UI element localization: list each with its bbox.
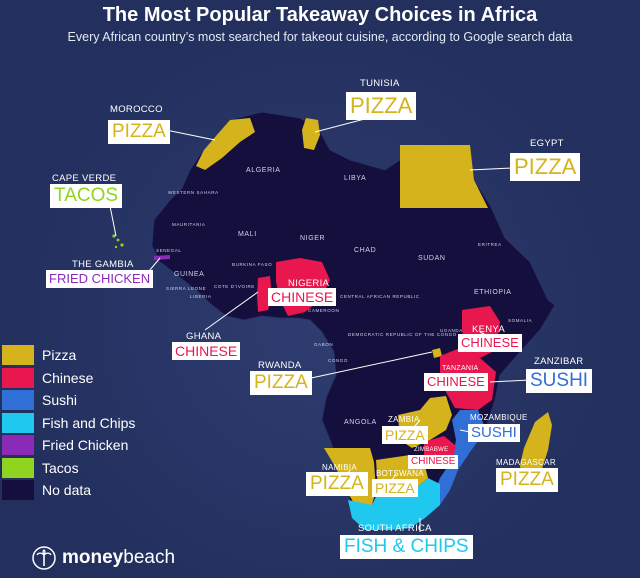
legend-swatch-fried-chicken: [2, 435, 34, 456]
cape-verde-islands: [112, 234, 124, 249]
callout-south-africa-food: FISH & CHIPS: [340, 535, 473, 559]
legend-item-pizza: Pizza: [2, 344, 135, 367]
callout-ghana-food: CHINESE: [172, 342, 241, 360]
legend-item-tacos: Tacos: [2, 457, 135, 480]
egypt-shape: [400, 145, 488, 208]
callout-tunisia-country: TUNISIA: [360, 78, 400, 89]
label-somalia: SOMALIA: [508, 318, 532, 323]
legend-label: Fried Chicken: [42, 437, 129, 454]
legend-swatch-chinese: [2, 367, 34, 388]
label-niger: NIGER: [300, 235, 325, 242]
callout-egypt-food: PIZZA: [510, 153, 581, 181]
label-congo: CONGO: [328, 358, 348, 363]
label-guinea: GUINEA: [174, 271, 204, 278]
legend-label: Tacos: [42, 459, 79, 476]
brand-name-part2: beach: [123, 547, 176, 568]
label-chad: CHAD: [354, 247, 376, 254]
morocco-shape: [196, 118, 255, 170]
callout-tanzania-country: TANZANIA: [442, 365, 479, 372]
callout-botswana-country: BOTSWANA: [376, 469, 424, 478]
callout-zambia-food: PIZZA: [382, 426, 428, 444]
callout-cape-verde-country: CAPE VERDE: [52, 173, 117, 184]
page-subtitle: Every African country’s most searched fo…: [67, 30, 573, 44]
callout-morocco-country: MOROCCO: [110, 104, 163, 115]
callout-namibia-food: PIZZA: [306, 472, 368, 496]
legend: Pizza Chinese Sushi Fish and Chips Fried…: [2, 344, 135, 502]
legend-label: No data: [42, 482, 92, 499]
label-mali: MALI: [238, 231, 257, 238]
label-libya: LIBYA: [344, 175, 366, 182]
palm-tree-icon: [32, 546, 56, 570]
legend-label: Pizza: [42, 347, 77, 364]
legend-item-fried-chicken: Fried Chicken: [2, 434, 135, 457]
label-algeria: ALGERIA: [246, 167, 281, 174]
tunisia-shape: [302, 118, 320, 150]
legend-label: Sushi: [42, 392, 78, 409]
callout-zimbabwe-food: CHINESE: [408, 455, 459, 469]
label-burkina-faso: BURKINA FASO: [232, 262, 272, 267]
callout-nigeria-food: CHINESE: [268, 288, 337, 306]
label-gabon: GABON: [314, 342, 333, 347]
rwanda-shape: [432, 348, 442, 358]
label-uganda: UGANDA: [440, 328, 463, 333]
brand-logo: money beach: [32, 546, 175, 570]
callout-zanzibar-food: SUSHI: [526, 369, 593, 393]
callout-zanzibar-country: ZANZIBAR: [534, 356, 584, 367]
label-liberia: LIBERIA: [190, 294, 211, 299]
legend-label: Fish and Chips: [42, 414, 136, 431]
legend-swatch-no-data: [2, 480, 34, 501]
legend-swatch-sushi: [2, 390, 34, 411]
callout-mozambique-food: SUSHI: [468, 424, 520, 442]
label-cameroon: CAMEROON: [308, 308, 339, 313]
callout-madagascar-food: PIZZA: [496, 468, 558, 492]
brand-name-part1: money: [62, 547, 124, 568]
callout-ghana-country: GHANA: [186, 331, 222, 342]
callout-tanzania-food: CHINESE: [424, 373, 488, 391]
callout-madagascar-country: MADAGASCAR: [496, 458, 556, 467]
label-sudan: SUDAN: [418, 255, 446, 262]
callout-botswana-food: PIZZA: [372, 479, 418, 497]
callout-cape-verde-food: TACOS: [50, 184, 123, 208]
callout-zimbabwe-country: ZIMBABWE: [414, 447, 449, 453]
label-eritrea: ERITREA: [478, 242, 502, 247]
label-western-sahara: WESTERN SAHARA: [168, 190, 219, 195]
label-angola: ANGOLA: [344, 419, 377, 426]
label-sierra-leone: SIERRA LEONE: [166, 286, 206, 291]
callout-kenya-food: CHINESE: [458, 334, 522, 352]
page-title: The Most Popular Takeaway Choices in Afr…: [102, 4, 538, 26]
label-mauritania: MAURITANIA: [172, 222, 205, 227]
legend-item-no-data: No data: [2, 479, 135, 502]
legend-item-chinese: Chinese: [2, 367, 135, 390]
legend-item-fish-and-chips: Fish and Chips: [2, 412, 135, 435]
callout-zambia-country: ZAMBIA: [388, 415, 420, 424]
legend-swatch-tacos: [2, 457, 34, 478]
legend-item-sushi: Sushi: [2, 389, 135, 412]
callout-gambia-country: THE GAMBIA: [72, 259, 134, 270]
callout-mozambique-country: MOZAMBIQUE: [470, 413, 528, 422]
label-car: CENTRAL AFRICAN REPUBLIC: [340, 294, 420, 299]
callout-rwanda-food: PIZZA: [250, 371, 312, 395]
callout-morocco-food: PIZZA: [108, 120, 170, 144]
legend-label: Chinese: [42, 369, 94, 386]
callout-egypt-country: EGYPT: [530, 138, 564, 149]
callout-rwanda-country: RWANDA: [258, 360, 302, 371]
legend-swatch-pizza: [2, 345, 34, 366]
label-cote-divoire: COTE D'IVOIRE: [214, 284, 255, 289]
callout-namibia-country: NAMIBIA: [322, 463, 357, 472]
callout-gambia-food: FRIED CHICKEN: [46, 270, 154, 288]
label-senegal: SENEGAL: [156, 248, 181, 253]
callout-tunisia-food: PIZZA: [346, 92, 417, 120]
callout-nigeria-country: NIGERIA: [288, 278, 330, 289]
callout-kenya-country: KENYA: [472, 324, 506, 335]
label-drc: DEMOCRATIC REPUBLIC OF THE CONGO: [348, 332, 457, 337]
label-ethiopia: ETHIOPIA: [474, 289, 511, 296]
legend-swatch-fish-and-chips: [2, 412, 34, 433]
gambia-shape: [154, 255, 170, 260]
callout-south-africa-country: SOUTH AFRICA: [358, 523, 432, 534]
